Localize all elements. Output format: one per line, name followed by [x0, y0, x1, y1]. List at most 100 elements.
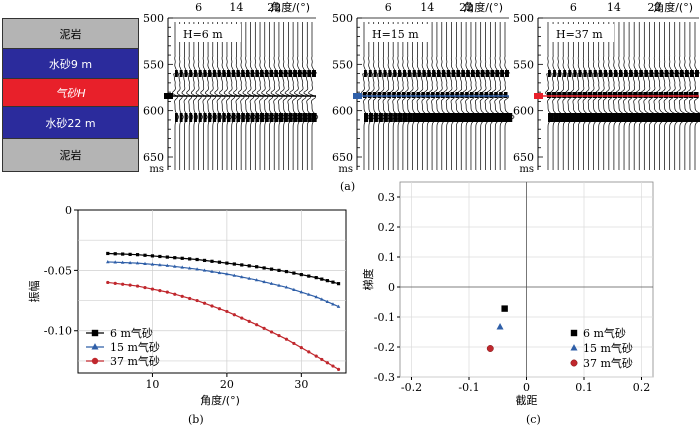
trace-peak: [480, 113, 488, 122]
angle-axis-label: 角度/(°): [653, 0, 693, 14]
circle-marker: [320, 357, 324, 362]
trace-peak: [598, 113, 606, 122]
trace-peak: [553, 70, 556, 77]
trace-peak: [398, 70, 402, 77]
trace-peak: [426, 92, 430, 98]
trace-peak: [553, 113, 559, 122]
trace-peak: [417, 113, 423, 122]
triangle-marker: [269, 281, 274, 285]
trace-peak: [231, 70, 235, 77]
triangle-marker: [262, 279, 266, 284]
trace-peak: [397, 92, 401, 98]
trace-peak: [490, 113, 498, 122]
trace-peak: [388, 70, 392, 77]
trace-peak: [212, 113, 217, 122]
trace-peak: [406, 92, 411, 98]
trace-peak: [217, 70, 221, 77]
trace-peak: [208, 70, 212, 77]
trace-peak: [269, 113, 274, 122]
trace-peak: [588, 113, 596, 122]
trace-peak: [412, 70, 416, 77]
trace-peak: [377, 92, 382, 98]
time-unit: ms: [338, 164, 353, 175]
angle-axis-label: 角度/(°): [270, 0, 310, 14]
square-marker: [113, 252, 117, 256]
trace-peak: [364, 113, 368, 122]
circle-marker: [143, 285, 147, 290]
trace-peak: [456, 70, 460, 77]
x-tick-label: 10: [145, 378, 159, 391]
data-point: [496, 323, 504, 330]
trace-peak: [653, 92, 658, 98]
trace-peak: [411, 92, 416, 98]
circle-marker: [91, 357, 99, 365]
layer-gas-sand: 气砂H: [2, 78, 139, 108]
triangle-marker: [165, 263, 170, 267]
trace-peak: [480, 70, 485, 77]
triangle-marker: [336, 304, 341, 308]
legend-label: 6 m气砂: [110, 326, 153, 340]
panel-title-box: [368, 24, 430, 42]
trace-peak: [236, 113, 241, 122]
trace-peak: [598, 70, 602, 77]
trace-peak: [623, 92, 628, 98]
trace-peak: [288, 70, 293, 77]
triangle-marker: [210, 269, 214, 273]
trace-peak: [694, 92, 699, 98]
trace-peak: [613, 70, 618, 77]
square-marker: [158, 254, 162, 259]
trace-peak: [302, 113, 308, 122]
trace-peak: [255, 113, 260, 122]
trace-peak: [603, 70, 607, 77]
trace-peak: [260, 70, 264, 77]
triangle-marker: [277, 283, 281, 287]
y-tick-label: -0.10: [44, 325, 72, 338]
trace-peak: [669, 113, 679, 122]
y-axis-label: 振幅: [27, 281, 41, 303]
trace-peak: [695, 113, 700, 122]
angle-tick-label: 22: [267, 1, 281, 14]
trace-peak: [241, 113, 245, 122]
trace-peak: [465, 92, 469, 98]
trace-peak: [470, 70, 475, 77]
circle-marker: [331, 364, 335, 368]
square-marker: [247, 264, 251, 268]
plot-frame: [399, 181, 654, 378]
x-tick-label: 0: [523, 381, 530, 394]
trace-peak: [312, 113, 317, 122]
trace-peak: [495, 70, 500, 77]
circle-marker: [135, 284, 140, 288]
trace-peak: [567, 92, 572, 98]
panel-title: H=15 m: [372, 28, 419, 41]
trace-peak: [552, 92, 557, 98]
layer-label: 泥岩: [59, 28, 82, 41]
circle-marker: [217, 307, 222, 311]
trace-peak: [179, 70, 183, 77]
square-marker: [225, 261, 229, 265]
circle-marker: [150, 287, 155, 291]
circle-marker: [202, 301, 207, 305]
trace-peak: [649, 70, 653, 77]
trace-peak: [274, 70, 278, 77]
angle-tick-label: 6: [570, 1, 577, 14]
trace-peak: [392, 92, 396, 98]
circle-marker: [121, 282, 125, 286]
trace-peak: [283, 70, 288, 77]
triangle-marker: [240, 275, 244, 279]
trace-peak: [684, 113, 695, 122]
y-tick-label: 0: [388, 281, 395, 294]
trace-peak: [624, 70, 628, 77]
trace-peak: [678, 92, 684, 98]
trace-peak: [573, 70, 577, 77]
square-marker: [121, 252, 125, 256]
panel-title-box: [179, 24, 241, 42]
square-marker: [570, 329, 578, 337]
trace-peak: [402, 113, 408, 122]
trace-peak: [445, 92, 450, 98]
square-marker: [314, 276, 318, 280]
layer-label: 水砂9 m: [48, 58, 93, 71]
square-marker: [195, 257, 199, 262]
trace-peak: [432, 113, 438, 122]
